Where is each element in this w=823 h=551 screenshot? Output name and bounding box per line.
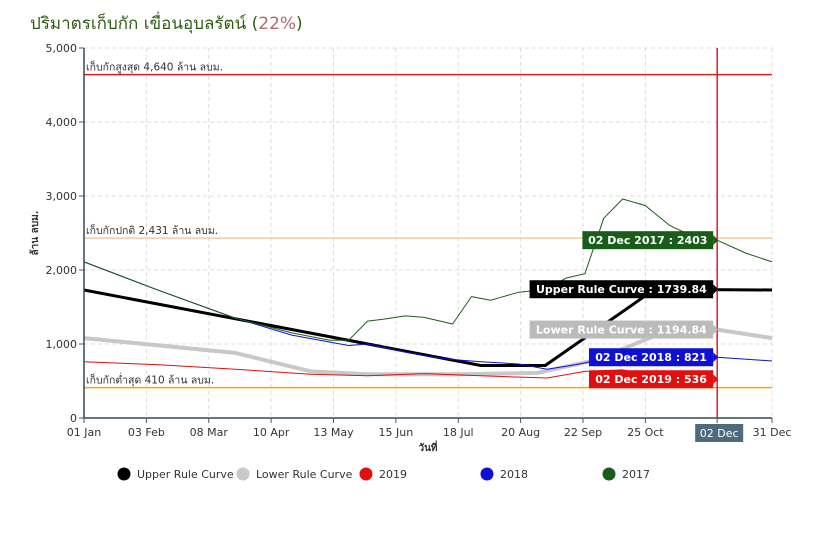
- x-tick-label: 22 Sep: [564, 426, 602, 439]
- tooltip-text: 02 Dec 2019 : 536: [595, 373, 707, 386]
- tooltip-text: Lower Rule Curve : 1194.84: [536, 324, 707, 337]
- y-tick-label: 0: [70, 412, 77, 425]
- legend-label: Lower Rule Curve: [256, 468, 353, 481]
- x-tick-label: 03 Feb: [128, 426, 165, 439]
- series-line: [83, 198, 773, 341]
- chart-title-main: ปริมาตรเก็บกัก เขื่อนอุบลรัตน์: [30, 14, 247, 34]
- x-tick-label: 01 Jan: [67, 426, 101, 439]
- legend-marker: [236, 467, 250, 481]
- legend-marker: [602, 467, 616, 481]
- reference-line-label: เก็บกักสูงสุด 4,640 ล้าน ลบม.: [86, 60, 223, 74]
- x-tick-label: 18 Jul: [443, 426, 474, 439]
- y-tick-label: 3,000: [46, 190, 78, 203]
- x-tick-label: 15 Jun: [379, 426, 414, 439]
- tooltip-pointer: [713, 235, 719, 246]
- x-tick-label: 31 Dec: [753, 426, 792, 439]
- tooltip-box: [588, 370, 714, 389]
- legend-label: 2018: [500, 468, 528, 481]
- cursor-label: 02 Dec: [700, 427, 739, 440]
- tooltip-pointer: [713, 324, 719, 335]
- date-cursor: 02 Dec: [695, 48, 744, 442]
- legend-marker: [480, 467, 494, 481]
- chart-title-percent: 22%: [258, 14, 297, 34]
- tooltip-pointer: [713, 374, 719, 385]
- reference-line-label: เก็บกักปกติ 2,431 ล้าน ลบม.: [86, 223, 218, 237]
- legend-marker: [117, 467, 131, 481]
- x-tick-label: 10 Apr: [253, 426, 290, 439]
- tooltip-box: [588, 348, 714, 367]
- legend-label: Upper Rule Curve: [137, 468, 234, 481]
- x-tick-label: 13 May: [313, 426, 354, 439]
- legend-label: 2017: [622, 468, 650, 481]
- tooltip-box: [582, 231, 714, 250]
- tooltip-pointer: [713, 352, 719, 363]
- tooltip-box: [529, 280, 714, 299]
- x-tick-label: 08 Mar: [190, 426, 229, 439]
- y-axis-title: ล้าน ลบม.: [29, 211, 41, 256]
- tooltip-text: Upper Rule Curve : 1739.84: [536, 283, 707, 296]
- tooltip-text: 02 Dec 2018 : 821: [595, 351, 707, 364]
- chart-title: ปริมาตรเก็บกัก เขื่อนอุบลรัตน์ (22%): [30, 14, 303, 34]
- tooltips: 02 Dec 2017 : 2403 Upper Rule Curve : 173…: [529, 231, 719, 389]
- legend-marker: [359, 467, 373, 481]
- reference-line-label: เก็บกักต่ำสุด 410 ล้าน ลบม.: [86, 373, 214, 387]
- y-tick-label: 4,000: [46, 116, 78, 129]
- x-tick-label: 20 Aug: [501, 426, 540, 439]
- y-tick-label: 2,000: [46, 264, 78, 277]
- legend-label: 2019: [379, 468, 407, 481]
- x-tick-label: 25 Oct: [627, 426, 664, 439]
- tooltip-text: 02 Dec 2017 : 2403: [588, 234, 707, 247]
- tooltip-pointer: [713, 284, 719, 295]
- tooltip-box: [529, 320, 714, 339]
- y-tick-label: 1,000: [46, 338, 78, 351]
- x-axis-title: วันที่: [418, 440, 437, 454]
- cursor-label-box: [695, 424, 744, 442]
- legend: Upper Rule Curve Lower Rule Curve 2019 2018…: [117, 467, 650, 481]
- y-tick-label: 5,000: [46, 42, 78, 55]
